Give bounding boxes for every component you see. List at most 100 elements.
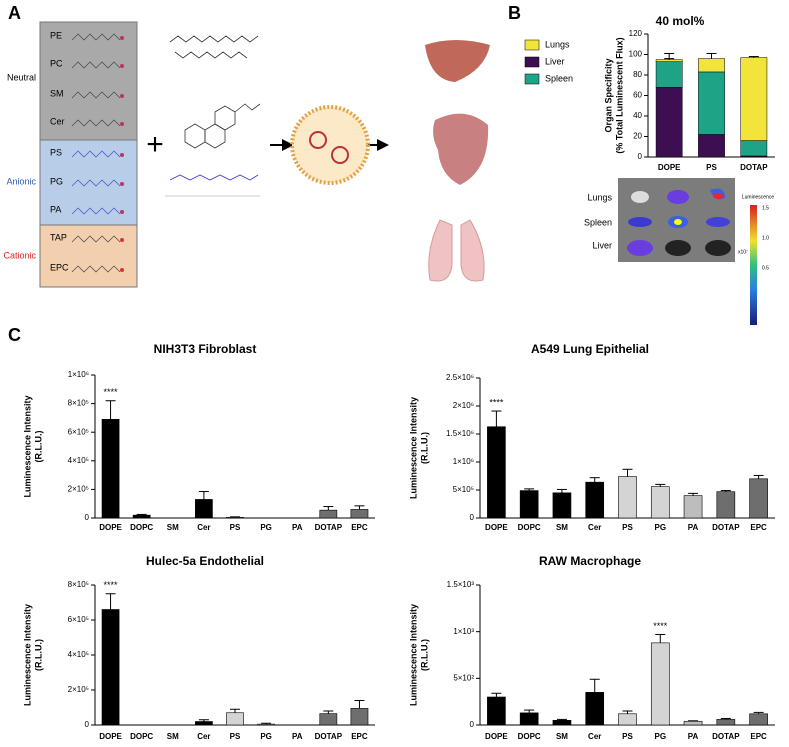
ivis-signals — [627, 188, 731, 256]
bar — [319, 509, 338, 519]
y-axis-label: Organ Specificity — [603, 58, 613, 132]
error-bar — [230, 708, 240, 713]
group-label: Cationic — [3, 250, 36, 260]
y-tick-label: 20 — [633, 132, 642, 141]
cargo — [331, 146, 349, 164]
y-tick-label: 0 — [85, 513, 90, 522]
x-tick-label: PG — [260, 523, 272, 532]
colorbar-title: Luminescence — [742, 194, 774, 200]
colorbar-label: 1.0 — [762, 235, 769, 241]
y-tick-label: 6×10⁵ — [68, 427, 89, 436]
lipid-label: Cer — [50, 116, 65, 126]
x-tick-label: EPC — [750, 732, 767, 741]
x-tick-label: SM — [167, 523, 179, 532]
headgroup — [120, 153, 124, 157]
bar-segment — [655, 87, 683, 158]
x-tick-label: PS — [230, 523, 241, 532]
bar — [585, 481, 605, 519]
bar — [716, 719, 736, 726]
group-label: Neutral — [7, 72, 36, 82]
y-tick-label: 2×10⁵ — [68, 685, 89, 694]
colorbar — [750, 205, 757, 325]
x-tick-label: Cer — [197, 732, 210, 741]
group-label: Anionic — [6, 176, 36, 186]
headgroup — [120, 268, 124, 272]
panel-label: B — [508, 3, 521, 23]
x-tick-label: PS — [230, 732, 241, 741]
error-bar — [655, 633, 666, 643]
y-tick-label: 40 — [633, 111, 642, 120]
x-tick-label: PG — [654, 523, 666, 532]
y-tick-label: 6×10⁵ — [68, 615, 89, 624]
y-axis-label: (R.L.U.) — [33, 639, 43, 671]
y-tick-label: 4×10⁵ — [68, 456, 89, 465]
bar — [101, 419, 120, 519]
y-axis-label: Luminescence Intensity — [408, 604, 418, 706]
imaging-row-label: Liver — [592, 240, 612, 250]
x-tick-label: Cer — [588, 732, 601, 741]
bar — [650, 486, 670, 519]
error-bar — [688, 492, 699, 496]
bar — [226, 712, 244, 726]
x-tick-label: DOPC — [518, 732, 541, 741]
chart-title: Hulec-5a Endothelial — [146, 554, 264, 568]
lipid-label: PA — [50, 204, 61, 214]
bar — [350, 708, 369, 726]
bar — [319, 713, 338, 726]
lipid-structure — [71, 265, 121, 273]
error-bar — [622, 468, 633, 477]
x-tick-label: SM — [167, 732, 179, 741]
x-tick-label: Cer — [588, 523, 601, 532]
y-tick-label: 2×10⁵ — [68, 485, 89, 494]
bar — [519, 712, 539, 726]
cationic-box — [39, 224, 138, 288]
x-tick-label: PS — [706, 163, 717, 172]
bar — [350, 509, 369, 519]
bar — [226, 516, 244, 519]
x-tick-label: DOTAP — [740, 163, 768, 172]
nanoparticle — [290, 105, 370, 185]
bar-segment — [698, 58, 725, 73]
bar — [552, 492, 572, 519]
significance: **** — [104, 387, 119, 397]
error-bar — [664, 52, 675, 60]
x-tick-label: EPC — [351, 732, 368, 741]
y-tick-label: 0 — [470, 513, 475, 522]
lipid-structure — [71, 33, 121, 41]
headgroup — [120, 122, 124, 126]
chart-title: RAW Macrophage — [539, 554, 641, 568]
y-tick-label: 8×10⁵ — [68, 399, 89, 408]
y-tick-label: 0 — [85, 720, 90, 729]
colorbar-label: 1.5 — [762, 205, 769, 211]
lipid-structure — [71, 207, 121, 215]
lipid-label: PS — [50, 147, 62, 157]
y-tick-label: 80 — [633, 70, 642, 79]
error-bar — [105, 400, 116, 420]
imaging-row-label: Spleen — [584, 217, 612, 227]
y-tick-label: 60 — [633, 91, 642, 100]
bar — [618, 713, 637, 726]
x-tick-label: SM — [556, 732, 568, 741]
x-tick-label: DOPE — [485, 732, 508, 741]
x-tick-label: DOTAP — [712, 732, 740, 741]
y-tick-label: 8×10⁵ — [68, 580, 89, 589]
lipid-components — [169, 35, 261, 181]
y-tick-label: 2.5×10⁶ — [446, 373, 474, 382]
error-bar — [354, 700, 365, 709]
y-axis-label: (R.L.U.) — [33, 431, 43, 463]
y-tick-label: 1×10⁶ — [453, 457, 474, 466]
bar — [683, 720, 703, 726]
bar-segment — [740, 140, 768, 157]
bar — [585, 692, 605, 726]
plus: + — [146, 128, 164, 161]
error-bar — [198, 491, 209, 500]
x-tick-label: PS — [622, 523, 633, 532]
spleen — [433, 113, 489, 185]
bar-segment — [698, 134, 725, 158]
lipid-structure — [71, 119, 121, 127]
headgroup — [120, 238, 124, 242]
error-bar — [105, 593, 116, 610]
y-axis-label: (% Total Luminescent Flux) — [614, 37, 624, 153]
bar-segment — [698, 71, 725, 135]
x-tick-label: DOPC — [130, 732, 153, 741]
